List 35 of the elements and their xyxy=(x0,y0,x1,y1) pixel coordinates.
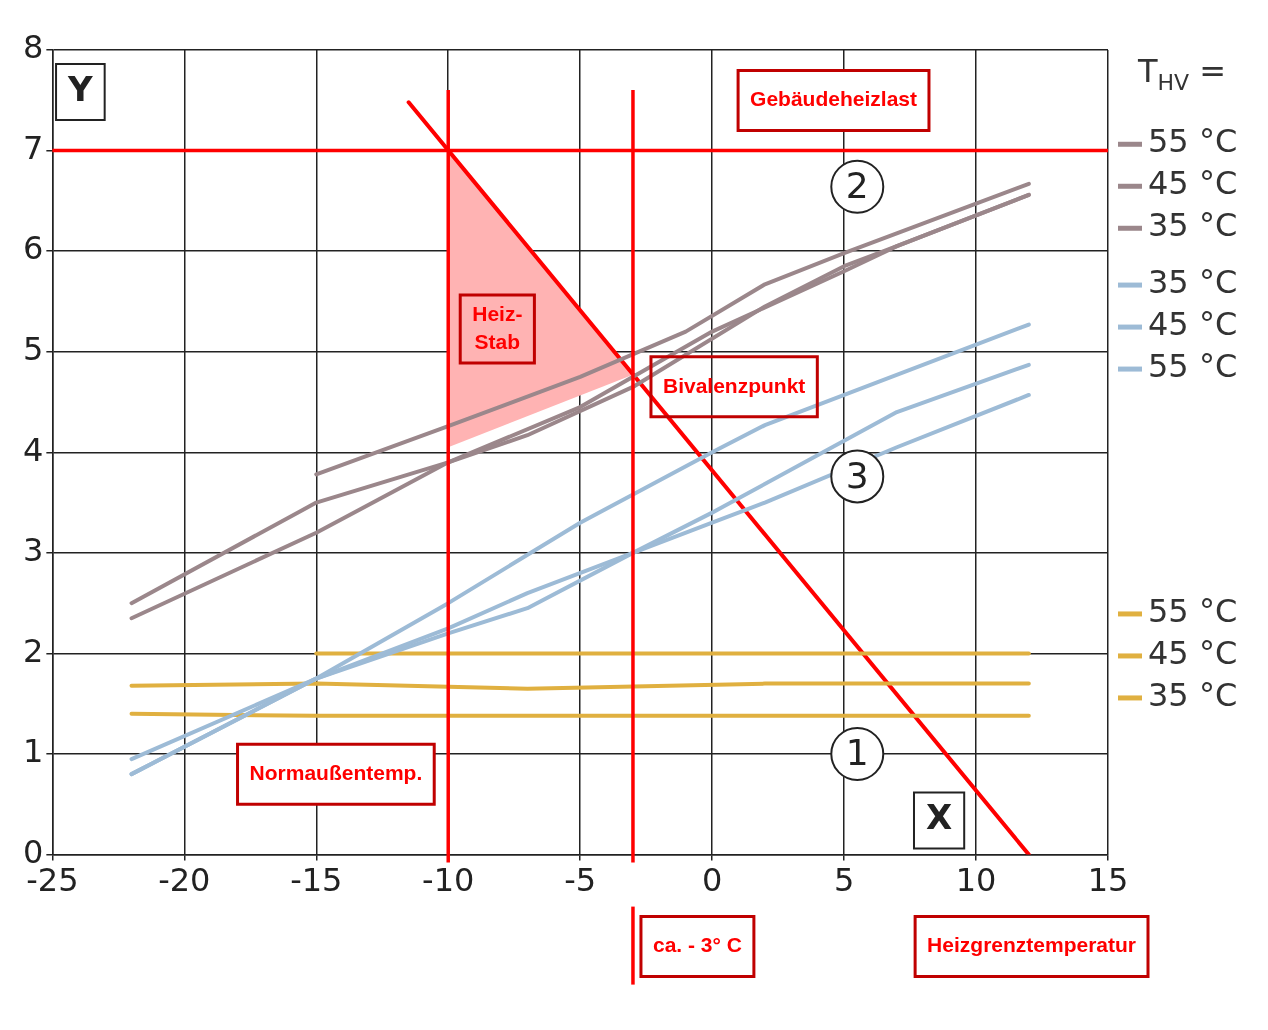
x-tick-label: 15 xyxy=(1087,861,1129,900)
text: Heizgrenztemperatur xyxy=(927,933,1136,957)
x-axis-title: X xyxy=(925,797,953,838)
x-tick-label: 0 xyxy=(701,861,723,900)
x-tick-label: -15 xyxy=(290,861,343,900)
legend-label: 45 °C xyxy=(1148,164,1238,203)
x-tick-label: 10 xyxy=(955,861,997,900)
legend-label: 55 °C xyxy=(1148,122,1238,161)
legend-label: 45 °C xyxy=(1148,304,1238,343)
y-tick-label: 5 xyxy=(23,330,44,369)
legend-label: 35 °C xyxy=(1148,262,1238,301)
y-tick-label: 4 xyxy=(23,430,44,469)
legend-label: 55 °C xyxy=(1148,591,1238,630)
series-label: Heiz- Stab xyxy=(472,301,523,353)
x-tick-label: -20 xyxy=(158,861,211,900)
legend-label: 45 °C xyxy=(1148,633,1238,672)
ref-line-label: Normaußentemp. xyxy=(249,760,423,784)
ref-line-label: Gebäudeheizlast xyxy=(750,87,917,111)
ref-line-label: ca. - 3° C xyxy=(652,933,742,957)
annotation: 1 xyxy=(845,732,869,774)
y-tick-label: 7 xyxy=(23,128,44,167)
x-tick-label: -10 xyxy=(422,861,475,900)
y-tick-label: 8 xyxy=(23,28,44,67)
y-tick-label: 6 xyxy=(23,229,44,268)
y-tick-label: 1 xyxy=(23,732,44,771)
annotation: 2 xyxy=(845,165,869,207)
y-tick-label: 2 xyxy=(23,631,44,670)
legend-label: 35 °C xyxy=(1148,206,1238,245)
legend-label: 55 °C xyxy=(1148,346,1238,385)
legend-label: 35 °C xyxy=(1148,675,1238,714)
annotation: 3 xyxy=(845,454,869,496)
x-tick-label: -5 xyxy=(564,861,597,900)
y-tick-label: 3 xyxy=(23,531,44,570)
x-tick-label: 5 xyxy=(833,861,855,900)
y-axis-title: Y xyxy=(67,68,94,109)
